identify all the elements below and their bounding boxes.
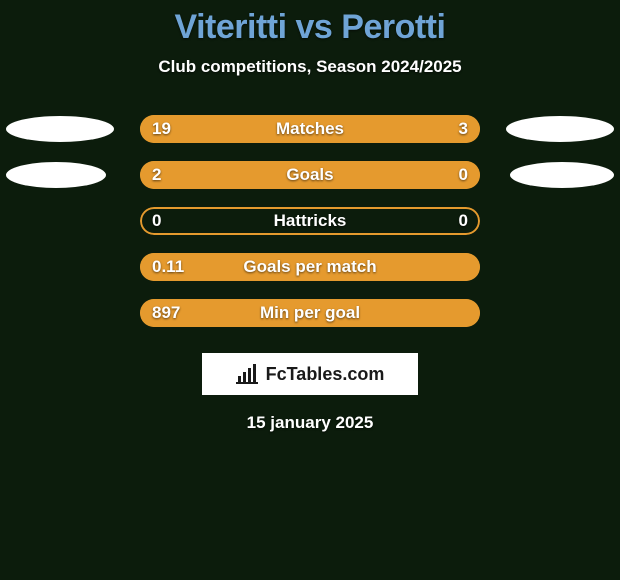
stat-label: Matches bbox=[276, 119, 344, 139]
stat-value-right: 3 bbox=[459, 119, 468, 139]
stat-bar: 0.11 Goals per match bbox=[140, 253, 480, 281]
player-left-ellipse bbox=[6, 116, 114, 142]
stat-bar: 2 0 Goals bbox=[140, 161, 480, 189]
bar-left-fill bbox=[140, 115, 398, 143]
stat-row: 0 0 Hattricks bbox=[0, 207, 620, 235]
bar-chart-icon bbox=[236, 364, 260, 384]
stat-value-right: 0 bbox=[459, 211, 468, 231]
stat-row: 2 0 Goals bbox=[0, 161, 620, 189]
stat-bar: 0 0 Hattricks bbox=[140, 207, 480, 235]
stat-label: Min per goal bbox=[260, 303, 360, 323]
stat-value-left: 0.11 bbox=[152, 257, 184, 277]
brand-text: FcTables.com bbox=[266, 364, 385, 385]
stats-list: 19 3 Matches 2 0 Goals 0 0 Hattricks 0.11 Goals pe… bbox=[0, 115, 620, 327]
bar-left-fill bbox=[140, 161, 398, 189]
player-right-ellipse bbox=[506, 116, 614, 142]
stat-value-left: 0 bbox=[152, 211, 161, 231]
page-title: Viteritti vs Perotti bbox=[175, 8, 446, 47]
stat-label: Goals per match bbox=[243, 257, 376, 277]
player-right-ellipse bbox=[510, 162, 614, 188]
brand-badge: FcTables.com bbox=[202, 353, 418, 395]
stat-value-left: 897 bbox=[152, 303, 180, 323]
subtitle: Club competitions, Season 2024/2025 bbox=[158, 57, 461, 77]
stat-value-left: 2 bbox=[152, 165, 161, 185]
player-left-ellipse bbox=[6, 162, 106, 188]
stat-row: 0.11 Goals per match bbox=[0, 253, 620, 281]
date-label: 15 january 2025 bbox=[247, 413, 374, 433]
stat-bar: 897 Min per goal bbox=[140, 299, 480, 327]
stat-row: 897 Min per goal bbox=[0, 299, 620, 327]
stat-value-left: 19 bbox=[152, 119, 171, 139]
stat-label: Goals bbox=[286, 165, 333, 185]
stat-value-right: 0 bbox=[459, 165, 468, 185]
stat-bar: 19 3 Matches bbox=[140, 115, 480, 143]
stat-row: 19 3 Matches bbox=[0, 115, 620, 143]
comparison-card: Viteritti vs Perotti Club competitions, … bbox=[0, 0, 620, 580]
stat-label: Hattricks bbox=[274, 211, 347, 231]
